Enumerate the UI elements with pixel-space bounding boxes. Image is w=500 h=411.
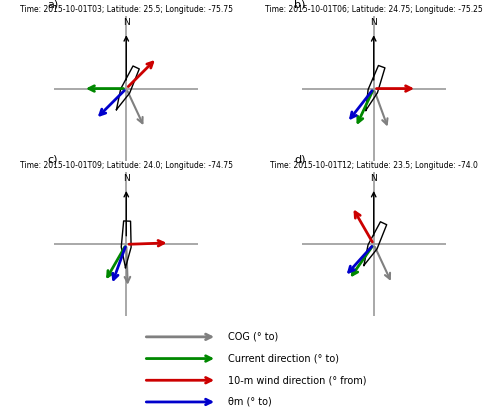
Text: N: N xyxy=(123,18,130,27)
Text: COG (° to): COG (° to) xyxy=(228,332,278,342)
Title: Time: 2015-10-01T09; Latitude: 24.0; Longitude: -74.75: Time: 2015-10-01T09; Latitude: 24.0; Lon… xyxy=(20,161,233,170)
Text: a): a) xyxy=(47,0,58,9)
Text: Current direction (° to): Current direction (° to) xyxy=(228,353,338,364)
Text: 10-m wind direction (° from): 10-m wind direction (° from) xyxy=(228,375,366,385)
Text: θm (° to): θm (° to) xyxy=(228,397,271,407)
Title: Time: 2015-10-01T03; Latitude: 25.5; Longitude: -75.75: Time: 2015-10-01T03; Latitude: 25.5; Lon… xyxy=(20,5,233,14)
Text: d): d) xyxy=(294,155,306,165)
Text: c): c) xyxy=(47,155,58,165)
Text: N: N xyxy=(123,174,130,183)
Text: b): b) xyxy=(294,0,306,9)
Text: N: N xyxy=(370,18,377,27)
Title: Time: 2015-10-01T06; Latitude: 24.75; Longitude: -75.25: Time: 2015-10-01T06; Latitude: 24.75; Lo… xyxy=(265,5,482,14)
Title: Time: 2015-10-01T12; Latitude: 23.5; Longitude: -74.0: Time: 2015-10-01T12; Latitude: 23.5; Lon… xyxy=(270,161,478,170)
Text: N: N xyxy=(370,174,377,183)
